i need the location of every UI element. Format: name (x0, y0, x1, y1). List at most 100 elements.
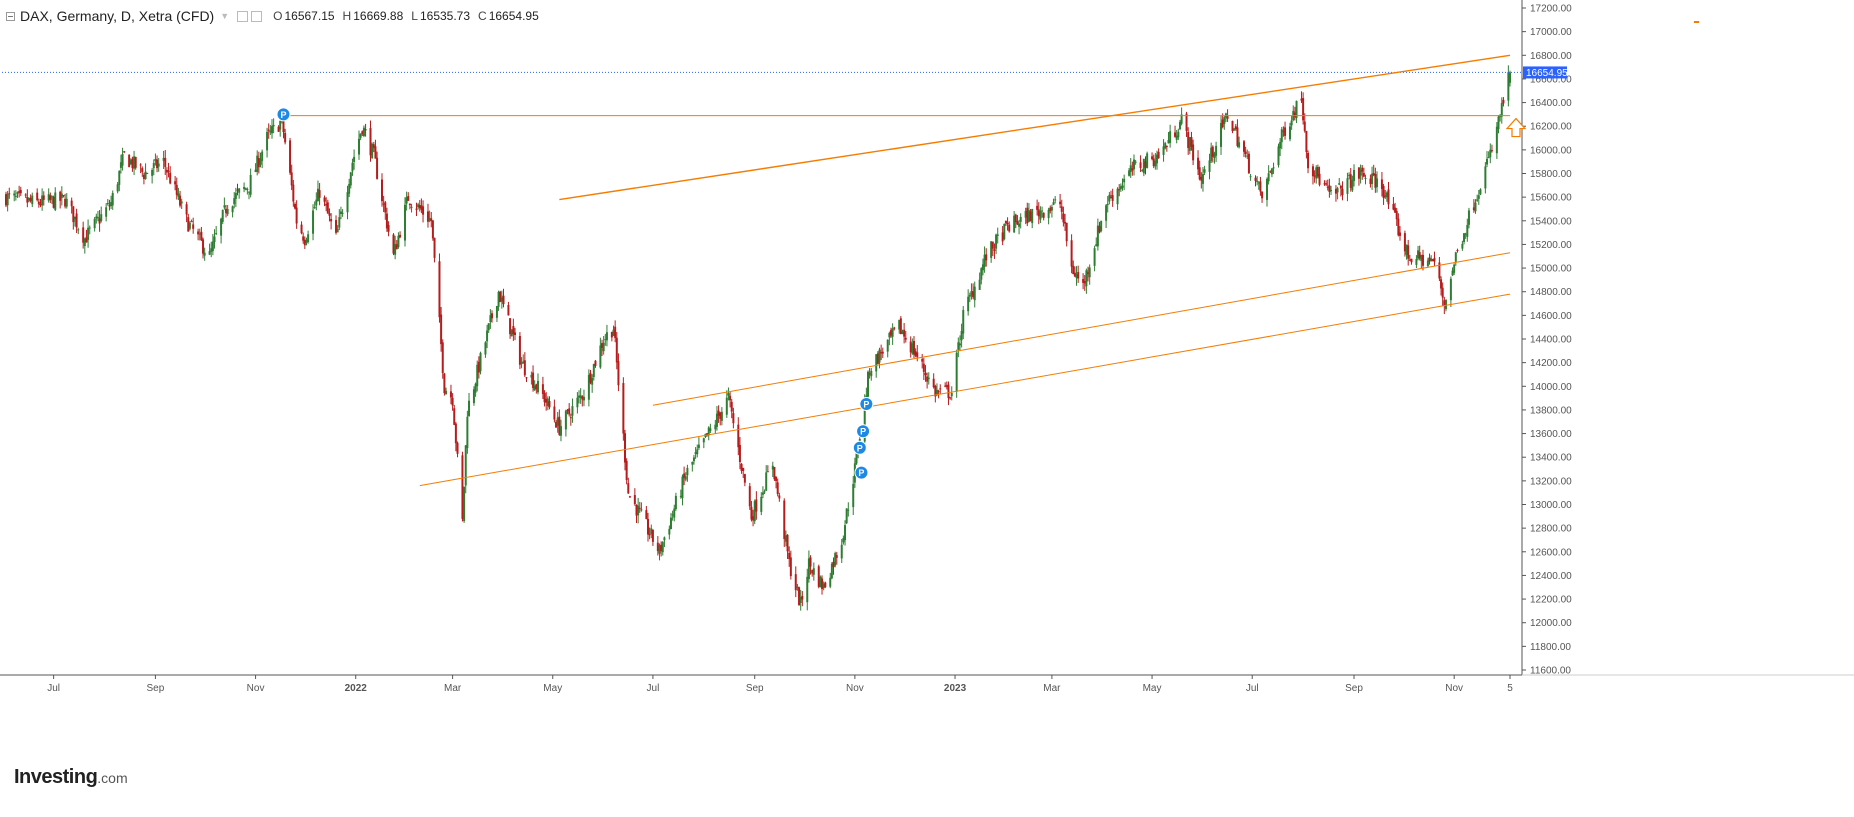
candle-body (1215, 145, 1218, 156)
candle-body (374, 146, 377, 159)
candle-body (238, 188, 241, 193)
candle-body (234, 192, 237, 199)
candle-body (277, 126, 280, 132)
candle-body (1226, 116, 1229, 119)
candle-body (773, 467, 776, 480)
candle-body (165, 169, 168, 173)
settings-icon[interactable] (237, 10, 249, 22)
candle-body (358, 138, 361, 155)
candle-body (949, 397, 952, 399)
candle-body (1062, 213, 1065, 223)
candle-body (1323, 183, 1326, 185)
candle-body (909, 341, 912, 353)
candle-body (31, 195, 34, 205)
candle-body (937, 391, 940, 393)
candle-body (1282, 130, 1285, 132)
y-tick-label: 14000.00 (1530, 382, 1572, 393)
candle-body (737, 424, 740, 448)
candle-body (1131, 168, 1134, 171)
candle-body (932, 378, 935, 388)
candle-body (1382, 185, 1385, 198)
candle-body (1154, 160, 1157, 167)
p-marker-label: P (863, 400, 869, 410)
symbol-title[interactable]: DAX, Germany, D, Xetra (CFD) (20, 8, 215, 24)
candle-body (822, 583, 825, 589)
candle-body (934, 385, 937, 397)
candle-body (233, 198, 236, 205)
x-tick-label: Sep (746, 683, 764, 694)
candle-body (548, 401, 551, 408)
candle-body (748, 486, 751, 507)
candle-body (765, 472, 768, 491)
candle-body (835, 555, 838, 558)
candle-body (1466, 224, 1469, 237)
candle-body (328, 213, 331, 216)
trendline-lower-channel[interactable] (419, 293, 1511, 487)
candle-body (1047, 209, 1050, 219)
candle-body (26, 196, 29, 203)
candle-body (1359, 169, 1362, 176)
candle-body (1449, 278, 1452, 301)
chevron-down-icon[interactable]: ▼ (220, 11, 230, 21)
candle-body (489, 315, 492, 323)
y-tick-label: 13600.00 (1530, 429, 1572, 440)
eye-icon[interactable] (251, 10, 263, 22)
candle-body (151, 170, 154, 176)
candle-body (1210, 147, 1213, 161)
candle-body (431, 220, 434, 239)
candle-body (129, 159, 132, 164)
candle-body (1088, 267, 1091, 278)
candle-body (164, 157, 167, 167)
candle-body (72, 206, 75, 223)
p-marker[interactable] (852, 440, 867, 455)
candle-body (341, 212, 344, 214)
p-marker[interactable] (859, 397, 874, 412)
candle-body (1162, 146, 1165, 155)
candle-body (211, 241, 214, 252)
candle-body (811, 570, 814, 574)
candle-body (1157, 151, 1160, 159)
candle-body (799, 597, 802, 603)
x-tick-label: Nov (846, 683, 864, 694)
candle-body (819, 576, 822, 588)
candle-body (1430, 258, 1433, 262)
candle-body (295, 207, 298, 224)
candle-body (1290, 120, 1293, 126)
y-tick-label: 15200.00 (1530, 240, 1572, 251)
p-marker[interactable] (856, 424, 871, 439)
candle-body (243, 186, 246, 189)
candle-body (985, 254, 988, 261)
candle-body (683, 473, 686, 478)
candle-body (1006, 222, 1009, 225)
candle-body (95, 216, 98, 219)
y-tick-label: 12000.00 (1530, 618, 1572, 629)
last-price-label: 16654.95 (1526, 68, 1568, 79)
candle-body (694, 452, 697, 454)
candle-body (635, 504, 638, 516)
candle-body (1288, 126, 1291, 140)
candle-body (179, 195, 182, 206)
trendline-mid-channel[interactable] (652, 252, 1511, 406)
candle-body (1072, 265, 1075, 275)
y-tick-label: 15800.00 (1530, 169, 1572, 180)
candle-body (564, 410, 567, 430)
candle-body (1200, 176, 1203, 181)
candle-body (1087, 272, 1090, 274)
candle-body (1175, 135, 1178, 140)
candle-body (812, 568, 815, 575)
candle-body (867, 371, 870, 397)
p-marker[interactable] (276, 107, 291, 122)
chart-header: DAX, Germany, D, Xetra (CFD) ▼ O 16567.15… (6, 6, 539, 26)
candle-body (1119, 186, 1122, 190)
candle-body (661, 542, 664, 553)
candle-body (1243, 141, 1246, 152)
candle-body (226, 208, 229, 215)
trendline-upper-channel[interactable] (559, 54, 1511, 201)
candle-body (763, 491, 766, 493)
candle-body (624, 433, 627, 463)
collapse-icon[interactable] (6, 11, 15, 21)
p-marker[interactable] (854, 465, 869, 480)
candle-body (1077, 271, 1080, 279)
candle-body (1431, 259, 1434, 261)
